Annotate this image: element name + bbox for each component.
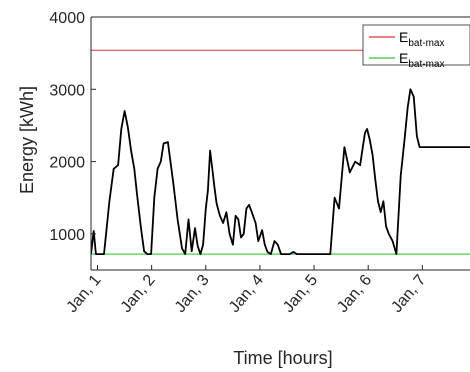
legend-label-sub-1: bat-max [408, 59, 444, 70]
x-axis-label: Time [hours] [233, 348, 332, 368]
legend-label-base-1: E [399, 50, 408, 66]
legend-label-1: Ebat-max [399, 50, 444, 70]
energy-line-series [91, 88, 470, 256]
y-tick-label-2000: 2000 [49, 155, 85, 172]
y-tick-label-1000: 1000 [49, 227, 85, 244]
y-tick-label-3000: 3000 [49, 82, 85, 99]
legend-label-0: Ebat-max [399, 29, 444, 49]
y-axis-label: Energy [kWh] [17, 86, 37, 194]
legend-label-sub-0: bat-max [408, 38, 444, 49]
legend-label-base-0: E [399, 29, 408, 45]
y-tick-label-4000: 4000 [49, 10, 85, 27]
